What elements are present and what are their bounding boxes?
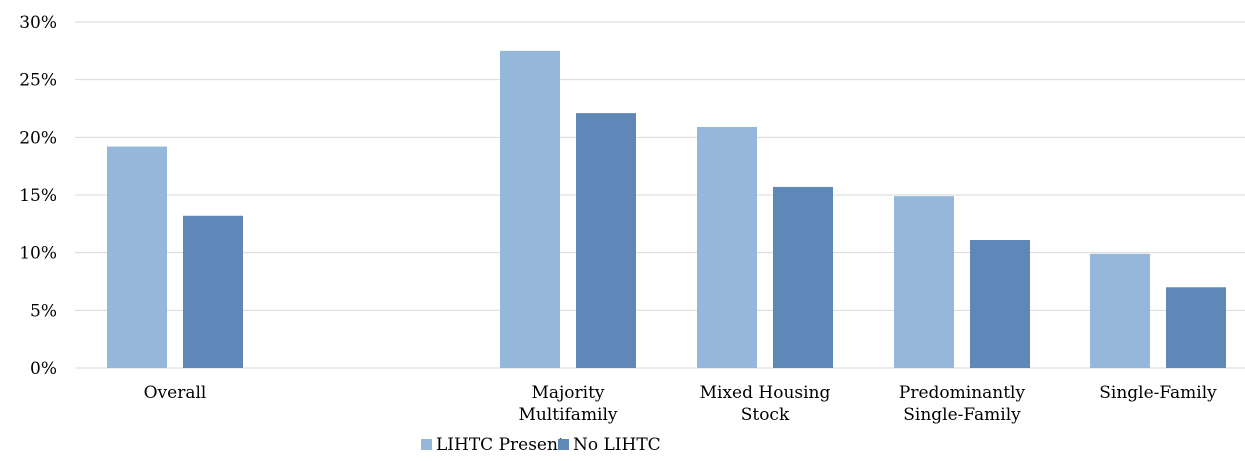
bar-lihtc-present [107, 146, 167, 368]
x-category-label: Mixed Housing Stock [700, 383, 831, 425]
gridlines [75, 21, 1245, 369]
x-category-label-line: Overall [144, 383, 207, 403]
y-axis-tick-labels: 0% 5% 10% 15% 20% 25% 30% [19, 13, 57, 379]
x-category-label-line: Mixed Housing [700, 383, 831, 403]
x-category-label-line: Single-Family [903, 405, 1021, 425]
x-category-label-line: Multifamily [518, 405, 617, 425]
x-category-label-line: Predominantly [899, 383, 1026, 403]
x-category-label: Predominantly Single-Family [899, 383, 1026, 425]
bar-no-lihtc [183, 215, 243, 368]
bar-no-lihtc [1166, 287, 1226, 368]
legend: LIHTC Present No LIHTC [421, 435, 661, 455]
x-category-label-line: Majority [531, 383, 604, 403]
y-tick-label: 30% [19, 13, 57, 33]
bar-lihtc-present [500, 50, 560, 368]
y-tick-label: 20% [19, 128, 57, 148]
y-tick-label: 15% [19, 186, 57, 206]
y-tick-label: 0% [30, 359, 57, 379]
x-category-label-line: Single-Family [1099, 383, 1217, 403]
x-category-label: Single-Family [1099, 383, 1217, 403]
legend-swatch [421, 439, 432, 450]
y-tick-label: 5% [30, 301, 57, 321]
bar-no-lihtc [773, 186, 833, 368]
x-category-label: Overall [144, 383, 207, 403]
y-tick-label: 25% [19, 71, 57, 91]
bar-lihtc-present [894, 196, 954, 368]
bar-lihtc-present [1090, 253, 1150, 368]
x-category-label-line: Stock [741, 405, 790, 425]
legend-label: No LIHTC [573, 435, 661, 455]
legend-swatch [558, 439, 569, 450]
x-category-label: Majority Multifamily [518, 383, 617, 425]
y-tick-label: 10% [19, 244, 57, 264]
legend-label: LIHTC Present [436, 435, 565, 455]
bar-no-lihtc [576, 113, 636, 368]
bar-lihtc-present [697, 126, 757, 368]
bars [107, 50, 1226, 368]
bar-no-lihtc [970, 239, 1030, 368]
